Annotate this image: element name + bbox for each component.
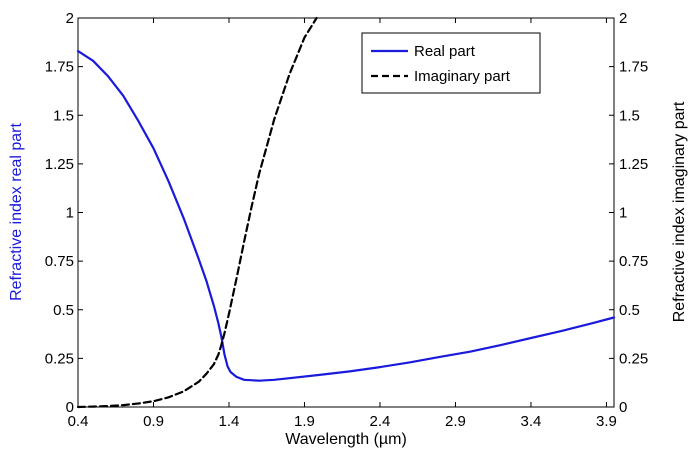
x-axis-title: Wavelength (µm): [285, 431, 407, 448]
y-right-tick-label: 1.5: [619, 107, 640, 124]
ticks-layer: [77, 17, 614, 408]
y-right-tick-label: 1.75: [619, 59, 648, 76]
legend-label-real: Real part: [414, 43, 476, 60]
x-tick-label: 1.4: [219, 413, 240, 430]
x-tick-label: 3.4: [521, 413, 542, 430]
y-right-tick-label: 0.5: [619, 302, 640, 319]
y-right-tick-label: 1.25: [619, 156, 648, 173]
x-tick-label: 0.9: [143, 413, 164, 430]
y-right-tick-label: 0.75: [619, 253, 648, 270]
x-tick-label: 3.9: [596, 413, 617, 430]
y-left-tick-label: 0.25: [45, 350, 74, 367]
labels-layer: 0.4 0.9 1.4 1.9 2.4 2.9 3.4 3.900.250.50.7511.2…: [45, 10, 648, 430]
series-line-imag: [76, 16, 318, 409]
y-left-tick-label: 0.75: [45, 253, 74, 270]
x-tick-label: 2.4: [370, 413, 391, 430]
legend-label-imag: Imaginary part: [414, 68, 511, 85]
series-line-real: [76, 49, 616, 382]
x-tick-label: 0.4: [68, 413, 89, 430]
legend: Real part Imaginary part: [361, 32, 541, 94]
x-tick-label: 1.9: [294, 413, 315, 430]
y-right-tick-label: 1: [619, 205, 627, 222]
y-left-tick-label: 0: [66, 399, 74, 416]
legend-box: [361, 32, 541, 94]
y-right-tick-label: 2: [619, 10, 627, 27]
y-left-tick-label: 0.5: [53, 302, 74, 319]
y-left-tick-label: 2: [66, 10, 74, 27]
y-axis-left-title: Refractive index real part: [8, 123, 25, 301]
y-right-tick-label: 0.25: [619, 350, 648, 367]
x-tick-label: 2.9: [445, 413, 466, 430]
y-right-tick-label: 0: [619, 399, 627, 416]
y-left-tick-label: 1.5: [53, 107, 74, 124]
y-left-tick-label: 1.25: [45, 156, 74, 173]
series-layer: [76, 16, 616, 409]
y-axis-right-title: Refractive index imaginary part: [671, 101, 688, 322]
y-left-tick-label: 1: [66, 205, 74, 222]
y-left-tick-label: 1.75: [45, 59, 74, 76]
